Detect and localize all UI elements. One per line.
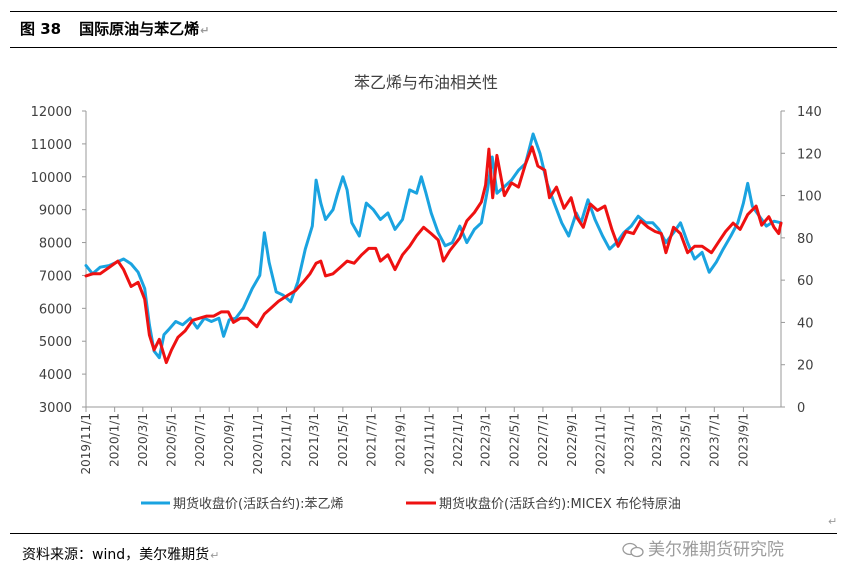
x-tick-label: 2022/7/1 — [536, 413, 550, 467]
left-tick-label: 10000 — [31, 171, 72, 186]
left-tick-label: 6000 — [39, 302, 72, 317]
left-y-axis: 3000 4000 5000 6000 7000 8000 9000 10000 11000 12… — [31, 105, 87, 416]
watermark-text: 美尔雅期货研究院 — [648, 540, 784, 560]
left-tick-label: 8000 — [39, 237, 72, 252]
left-tick-label: 9000 — [39, 204, 72, 219]
x-tick-label: 2021/1/1 — [280, 413, 294, 467]
top-rule — [10, 11, 837, 12]
right-tick-label: 140 — [797, 105, 822, 120]
right-tick-label: 0 — [797, 401, 805, 416]
x-tick-label: 2021/7/1 — [365, 413, 379, 467]
x-tick-label: 2022/9/1 — [565, 413, 579, 467]
chart-title: 苯乙烯与布油相关性 — [354, 73, 498, 92]
left-tick-label: 3000 — [39, 401, 72, 416]
x-tick-label: 2023/5/1 — [679, 413, 693, 467]
x-tick-label: 2020/5/1 — [164, 413, 178, 467]
figure-caption: 图 38 国际原油与苯乙烯↵ — [20, 18, 209, 39]
right-tick-label: 20 — [797, 359, 814, 374]
right-tick-label: 40 — [797, 316, 814, 331]
x-tick-label: 2023/3/1 — [650, 413, 664, 467]
right-tick-label: 60 — [797, 274, 814, 289]
x-tick-label: 2022/1/1 — [451, 413, 465, 467]
left-tick-label: 11000 — [31, 138, 72, 153]
x-tick-label: 2023/9/1 — [736, 413, 750, 467]
x-tick-label: 2020/9/1 — [222, 413, 236, 467]
x-tick-label: 2022/11/1 — [594, 413, 608, 475]
x-axis: 2019/11/1 2020/1/1 2020/3/1 2020/5/1 2020/7/… — [79, 406, 781, 475]
caption-rule — [10, 47, 837, 48]
x-tick-label: 2020/1/1 — [108, 413, 122, 467]
x-tick-label: 2022/5/1 — [507, 413, 521, 467]
x-tick-label: 2021/11/1 — [422, 413, 436, 475]
x-tick-label: 2021/5/1 — [336, 413, 350, 467]
legend: 期货收盘价(活跃合约):苯乙烯 期货收盘价(活跃合约):MICEX 布伦特原油 — [141, 496, 681, 512]
bottom-rule — [10, 533, 837, 534]
figure-number: 图 38 — [20, 20, 62, 38]
series-line-brent — [84, 145, 783, 365]
watermark: 美尔雅期货研究院 — [622, 535, 784, 560]
plot-area: 3000 4000 5000 6000 7000 8000 9000 10000 11000 12… — [31, 105, 822, 475]
paragraph-mark-icon: ↵ — [828, 515, 838, 528]
left-tick-label: 7000 — [39, 269, 72, 284]
source-text: 资料来源：wind，美尔雅期货 — [22, 547, 210, 563]
left-tick-label: 4000 — [39, 368, 72, 383]
x-tick-label: 2022/3/1 — [479, 413, 493, 467]
right-tick-label: 100 — [797, 190, 822, 205]
legend-label-styrene: 期货收盘价(活跃合约):苯乙烯 — [173, 496, 344, 512]
source-note: 资料来源：wind，美尔雅期货↵ — [22, 544, 219, 564]
left-tick-label: 12000 — [31, 105, 72, 120]
x-tick-label: 2021/9/1 — [394, 413, 408, 467]
x-tick-label: 2020/11/1 — [251, 413, 265, 475]
x-tick-label: 2021/3/1 — [307, 413, 321, 467]
paragraph-mark-icon: ↵ — [200, 24, 210, 37]
paragraph-mark-icon: ↵ — [210, 549, 220, 562]
x-tick-label: 2023/1/1 — [622, 413, 636, 467]
wechat-icon — [622, 542, 644, 558]
x-tick-label: 2020/3/1 — [136, 413, 150, 467]
figure-title: 国际原油与苯乙烯 — [79, 20, 200, 38]
x-tick-label: 2020/7/1 — [193, 413, 207, 467]
x-tick-label: 2019/11/1 — [79, 413, 93, 475]
right-tick-label: 80 — [797, 232, 814, 247]
right-y-axis: 0 20 40 60 80 100 120 140 — [780, 105, 822, 416]
right-tick-label: 120 — [797, 147, 822, 162]
series-layer — [84, 132, 783, 365]
legend-label-brent: 期货收盘价(活跃合约):MICEX 布伦特原油 — [439, 496, 681, 512]
x-tick-label: 2023/7/1 — [707, 413, 721, 467]
left-tick-label: 5000 — [39, 335, 72, 350]
